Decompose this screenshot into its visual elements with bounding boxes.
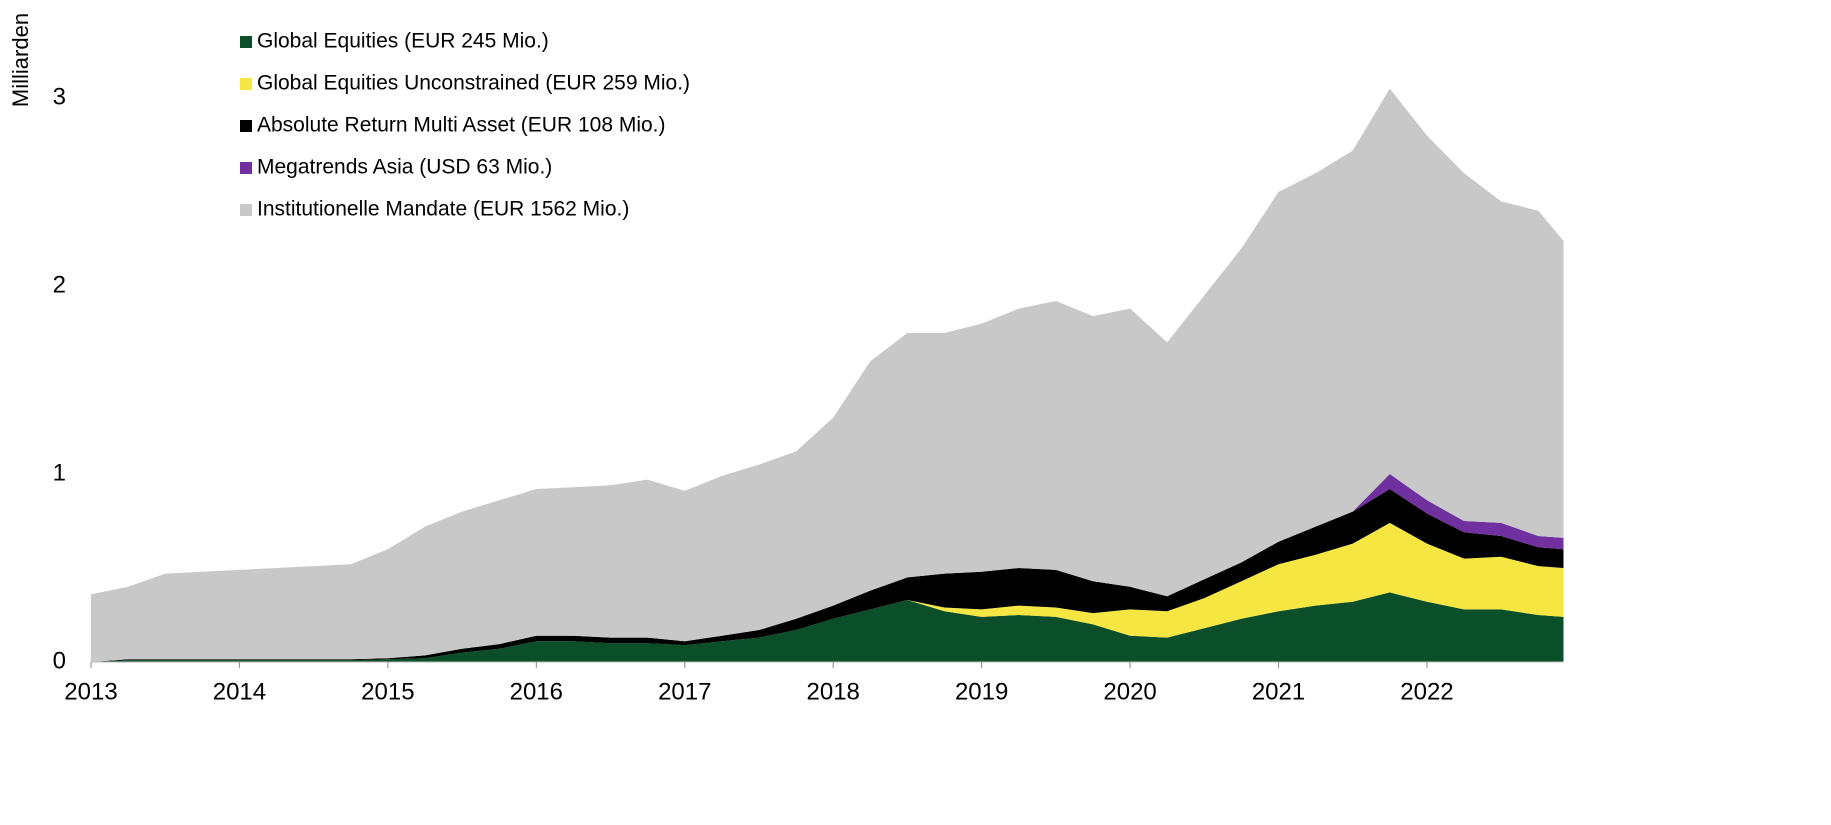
x-tick-label: 2019 [955,678,1008,705]
y-tick-label: 1 [53,459,66,486]
legend-swatch [240,162,252,174]
legend-swatch [240,78,252,90]
x-tick-label: 2020 [1103,678,1156,705]
y-tick-label: 2 [53,271,66,298]
legend-label: Absolute Return Multi Asset (EUR 108 Mio… [257,114,666,137]
legend-swatch [240,120,252,132]
legend-label: Global Equities (EUR 245 Mio.) [257,30,549,53]
x-tick-label: 2013 [64,678,117,705]
legend-label: Megatrends Asia (USD 63 Mio.) [257,156,552,179]
y-tick-label: 0 [53,647,66,674]
x-tick-label: 2014 [213,678,266,705]
area [91,592,1564,662]
x-tick-label: 2021 [1252,678,1305,705]
legend-label: Global Equities Unconstrained (EUR 259 M… [257,72,690,95]
area [91,474,1564,662]
y-axis-title: Milliarden [8,13,33,107]
area [91,522,1564,662]
x-tick-label: 2018 [807,678,860,705]
legend-swatch [240,204,252,216]
x-tick-label: 2022 [1400,678,1453,705]
legend-swatch [240,36,252,48]
area [91,88,1564,663]
y-tick-label: 3 [53,83,66,110]
x-tick-label: 2016 [510,678,563,705]
legend-label: Institutionelle Mandate (EUR 1562 Mio.) [257,198,629,221]
x-tick-label: 2017 [658,678,711,705]
x-tick-label: 2015 [361,678,414,705]
